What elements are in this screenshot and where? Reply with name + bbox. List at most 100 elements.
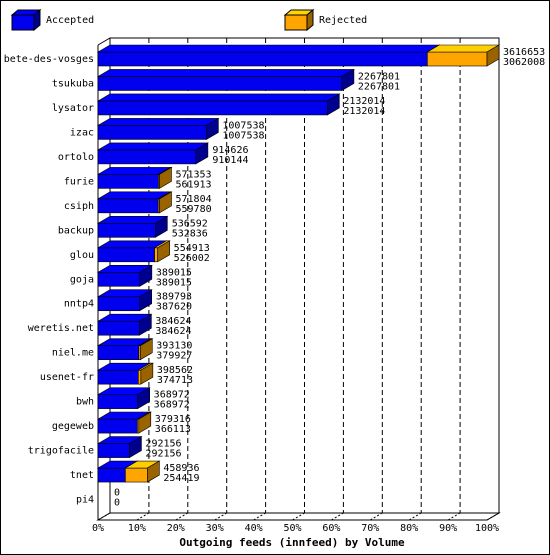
- bar-accepted-side: [139, 289, 152, 312]
- y-tick-label: bete-des-vosges: [4, 54, 94, 65]
- value-label: 554913: [174, 243, 210, 254]
- bar-accepted-top: [96, 44, 441, 53]
- bar-accepted: [97, 174, 159, 189]
- value-label: 0: [114, 488, 120, 499]
- bar-accepted-top: [96, 191, 172, 200]
- value-label: 254419: [163, 473, 199, 484]
- legend-swatch: [11, 14, 35, 31]
- value-label: 3062008: [503, 57, 545, 68]
- bar-accepted-side: [206, 117, 219, 140]
- y-tick-label: lysator: [52, 103, 94, 114]
- bar-accepted: [97, 149, 197, 165]
- y-tick-label: tnet: [70, 470, 94, 481]
- y-tick-label: izac: [70, 127, 94, 138]
- value-label: 379927: [156, 351, 192, 362]
- bar-accepted: [97, 418, 138, 434]
- bar-rejected-side: [157, 240, 170, 263]
- legend-swatch-side: [33, 8, 41, 32]
- value-label: 914626: [212, 145, 248, 156]
- bar-rejected-side: [138, 411, 152, 434]
- value-label: 910144: [212, 155, 248, 166]
- bar-accepted-side: [327, 93, 340, 116]
- bar-rejected-side: [140, 362, 154, 385]
- legend-swatch-side: [306, 8, 314, 32]
- bar-rejected: [125, 467, 148, 483]
- bar-rejected: [138, 369, 142, 385]
- value-label: 0: [114, 498, 120, 509]
- bar-accepted: [97, 320, 140, 336]
- value-label: 1007538: [222, 130, 264, 141]
- x-tick-label: 20%: [167, 523, 185, 534]
- value-label: 458936: [163, 463, 199, 474]
- axis: [97, 37, 111, 46]
- x-tick-label: 100%: [475, 523, 499, 534]
- legend-swatch: [284, 14, 308, 31]
- y-tick-label: backup: [58, 225, 94, 236]
- bar-accepted: [97, 247, 155, 263]
- value-label: 561913: [175, 179, 211, 190]
- value-label: 2132014: [343, 96, 385, 107]
- y-tick-label: tsukuba: [52, 78, 94, 89]
- x-tick-label: 10%: [128, 523, 146, 534]
- value-label: 389015: [156, 277, 192, 288]
- bar-accepted-side: [195, 142, 209, 165]
- x-tick-label: 70%: [361, 523, 379, 534]
- value-label: 389793: [156, 292, 192, 303]
- legend-label: Accepted: [46, 15, 94, 26]
- value-label: 368972: [154, 400, 190, 411]
- value-label: 384624: [155, 316, 191, 327]
- bar-rejected-side: [147, 460, 160, 483]
- y-tick-label: glou: [70, 250, 94, 261]
- bar-accepted-top: [96, 118, 220, 126]
- bar-accepted: [97, 271, 141, 287]
- bar-accepted-side: [341, 68, 355, 91]
- value-label: 368972: [154, 390, 190, 401]
- value-label: 536592: [172, 218, 208, 229]
- value-label: 3616653: [503, 47, 545, 58]
- bar-accepted: [97, 223, 156, 238]
- value-label: 384624: [155, 326, 191, 337]
- bar-accepted: [97, 76, 343, 91]
- bar-accepted-side: [139, 313, 152, 336]
- bar-accepted: [97, 296, 140, 312]
- x-tick-label: 90%: [439, 523, 457, 534]
- y-tick-label: gegeweb: [52, 421, 94, 432]
- y-tick-label: csiph: [64, 201, 94, 212]
- x-tick-label: 80%: [400, 523, 418, 534]
- value-label: 2267801: [358, 81, 400, 92]
- value-label: 1007538: [222, 120, 264, 131]
- y-tick-label: ortolo: [58, 152, 94, 163]
- bar-rejected: [154, 247, 158, 263]
- x-tick-label: 0%: [92, 523, 104, 534]
- x-tick-label: 30%: [206, 523, 224, 534]
- bar-accepted-top: [96, 69, 356, 77]
- value-label: 571353: [175, 169, 211, 180]
- bar-rejected-side: [486, 44, 500, 67]
- bar-accepted-top: [96, 167, 172, 175]
- value-label: 389015: [156, 267, 192, 278]
- value-label: 571804: [176, 194, 212, 205]
- value-label: 2132014: [343, 106, 385, 117]
- value-label: 393130: [156, 341, 192, 352]
- bar-accepted: [97, 369, 139, 385]
- y-tick-label: usenet-fr: [40, 372, 94, 383]
- bar-accepted-side: [139, 264, 153, 287]
- bar-rejected-side: [159, 191, 172, 214]
- value-label: 379316: [155, 414, 191, 425]
- y-tick-label: bwh: [76, 397, 94, 408]
- value-label: 532836: [172, 228, 208, 239]
- y-tick-label: niel.me: [52, 348, 94, 359]
- value-label: 2267801: [358, 71, 400, 82]
- value-label: 398562: [157, 365, 193, 376]
- x-tick-label: 60%: [322, 523, 340, 534]
- bar-accepted-side: [155, 215, 168, 238]
- bar-accepted: [97, 51, 428, 67]
- bar-accepted-side: [137, 387, 150, 410]
- bar-rejected-side: [159, 166, 172, 189]
- y-tick-label: pi4: [76, 495, 94, 506]
- value-label: 526002: [174, 253, 210, 264]
- bar-accepted: [97, 198, 159, 214]
- value-label: 366113: [155, 424, 191, 435]
- bar-rejected: [427, 51, 488, 67]
- bar-accepted-side: [129, 436, 142, 459]
